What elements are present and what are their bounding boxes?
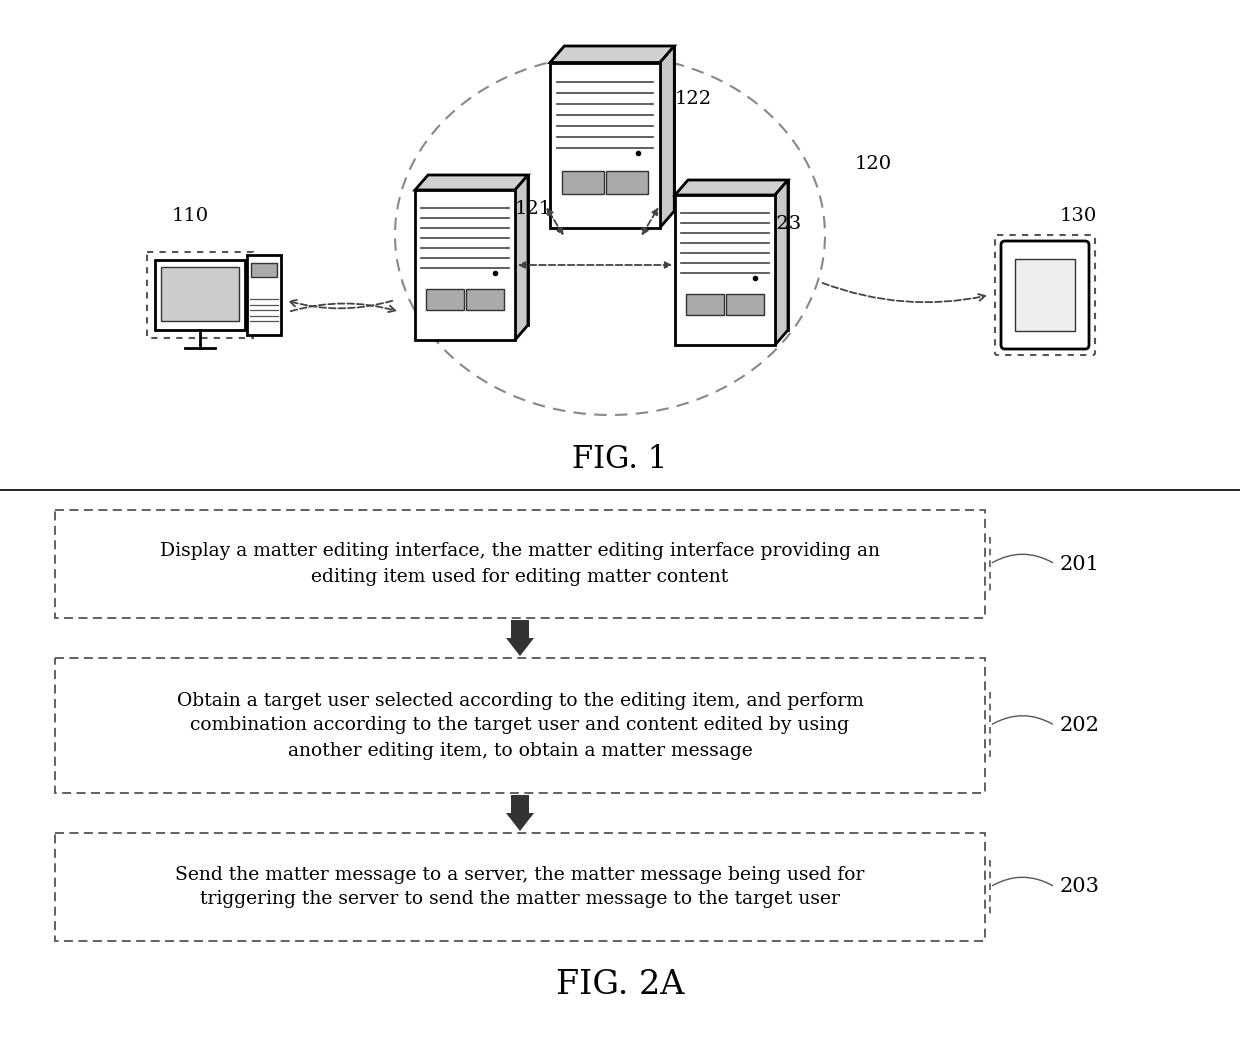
Polygon shape	[515, 175, 528, 340]
FancyBboxPatch shape	[55, 658, 985, 793]
Polygon shape	[415, 175, 528, 190]
Text: Send the matter message to a server, the matter message being used for
triggerin: Send the matter message to a server, the…	[175, 865, 864, 908]
Text: 121: 121	[515, 200, 552, 218]
FancyBboxPatch shape	[155, 260, 246, 330]
Text: 120: 120	[856, 155, 892, 173]
Polygon shape	[506, 813, 534, 831]
FancyBboxPatch shape	[725, 294, 764, 315]
Polygon shape	[775, 180, 787, 345]
FancyBboxPatch shape	[466, 289, 503, 310]
FancyBboxPatch shape	[1016, 259, 1075, 331]
Text: 201: 201	[1060, 555, 1100, 574]
Polygon shape	[551, 63, 660, 228]
FancyBboxPatch shape	[511, 620, 529, 638]
Text: FIG. 1: FIG. 1	[573, 444, 667, 475]
Polygon shape	[675, 180, 787, 195]
Polygon shape	[660, 46, 675, 228]
Text: 123: 123	[765, 215, 802, 233]
Polygon shape	[551, 46, 675, 63]
Polygon shape	[428, 175, 528, 325]
Text: 203: 203	[1060, 878, 1100, 897]
FancyBboxPatch shape	[161, 268, 239, 321]
FancyBboxPatch shape	[247, 255, 281, 335]
FancyBboxPatch shape	[511, 795, 529, 813]
Text: 110: 110	[171, 207, 208, 225]
Polygon shape	[675, 195, 775, 345]
Text: 202: 202	[1060, 716, 1100, 735]
FancyBboxPatch shape	[606, 171, 647, 194]
Text: 130: 130	[1060, 207, 1097, 225]
Text: Obtain a target user selected according to the editing item, and perform
combina: Obtain a target user selected according …	[176, 692, 863, 760]
FancyBboxPatch shape	[55, 510, 985, 618]
Text: FIG. 2A: FIG. 2A	[556, 969, 684, 1001]
FancyBboxPatch shape	[686, 294, 724, 315]
FancyBboxPatch shape	[1001, 241, 1089, 349]
Polygon shape	[688, 180, 787, 330]
FancyBboxPatch shape	[55, 833, 985, 940]
FancyBboxPatch shape	[562, 171, 604, 194]
Polygon shape	[415, 190, 515, 340]
Polygon shape	[506, 638, 534, 656]
FancyBboxPatch shape	[427, 289, 464, 310]
Text: 122: 122	[675, 90, 712, 108]
Text: Display a matter editing interface, the matter editing interface providing an
ed: Display a matter editing interface, the …	[160, 542, 880, 585]
FancyBboxPatch shape	[250, 263, 277, 277]
Polygon shape	[564, 46, 675, 211]
